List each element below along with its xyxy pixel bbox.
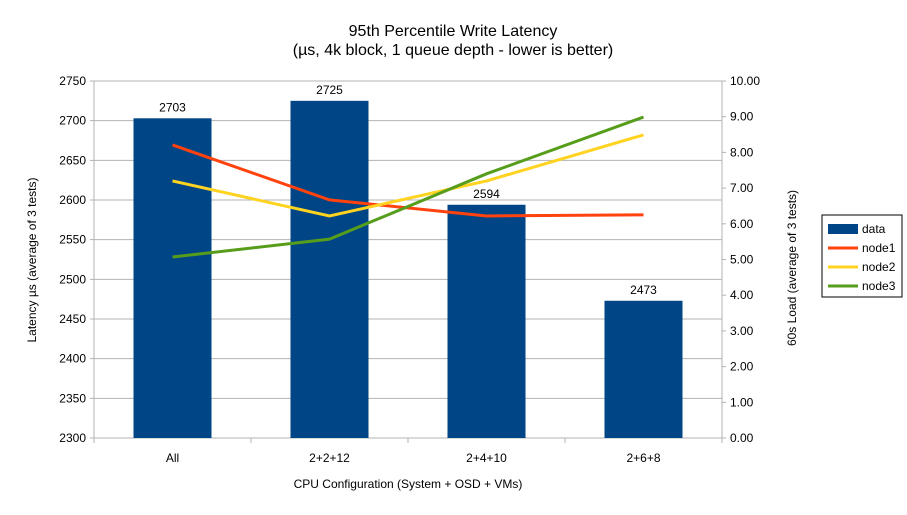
y-tick-label: 2700 (59, 114, 86, 128)
y2-tick-label: 5.00 (730, 253, 754, 267)
y2-tick-label: 8.00 (730, 145, 754, 159)
data-label: 2725 (316, 83, 343, 97)
y-tick-label: 2300 (59, 431, 86, 445)
y-tick-label: 2550 (59, 233, 86, 247)
y-tick-label: 2500 (59, 272, 86, 286)
y-tick-label: 2600 (59, 193, 86, 207)
x-tick-label: 2+4+10 (466, 451, 507, 465)
y2-tick-label: 4.00 (730, 288, 754, 302)
data-label: 2594 (473, 187, 500, 201)
y-tick-label: 2750 (59, 74, 86, 88)
y2-tick-label: 3.00 (730, 324, 754, 338)
chart-title: 95th Percentile Write Latency (349, 23, 558, 40)
x-axis-label: CPU Configuration (System + OSD + VMs) (294, 477, 523, 491)
bar (447, 204, 526, 438)
legend-label: data (862, 222, 886, 236)
data-label: 2703 (159, 100, 186, 114)
y2-axis-label: 60s Load (average of 3 tests) (785, 190, 799, 346)
chart-subtitle: (µs, 4k block, 1 queue depth - lower is … (293, 42, 613, 59)
legend-swatch (828, 224, 858, 234)
y-tick-label: 2400 (59, 352, 86, 366)
data-label: 2473 (630, 283, 657, 297)
series-line-node2 (172, 133, 644, 218)
y2-tick-label: 9.00 (730, 110, 754, 124)
y-tick-label: 2650 (59, 153, 86, 167)
y2-tick-label: 10.00 (730, 74, 760, 88)
bar (133, 118, 212, 438)
y-axis-label: Latency µs (average of 3 tests) (25, 178, 39, 343)
bar (604, 300, 683, 438)
x-tick-label: All (166, 451, 179, 465)
y2-tick-label: 7.00 (730, 181, 754, 195)
bar (290, 100, 369, 438)
legend-label: node3 (862, 279, 896, 293)
y2-tick-label: 2.00 (730, 360, 754, 374)
x-tick-label: 2+2+12 (309, 451, 350, 465)
legend-label: node1 (862, 241, 896, 255)
y2-tick-label: 1.00 (730, 395, 754, 409)
y2-tick-label: 0.00 (730, 431, 754, 445)
y-tick-label: 2450 (59, 312, 86, 326)
legend-label: node2 (862, 260, 896, 274)
y-tick-label: 2350 (59, 391, 86, 405)
series-line-node3 (172, 115, 645, 259)
y2-tick-label: 6.00 (730, 217, 754, 231)
x-tick-label: 2+6+8 (626, 451, 660, 465)
